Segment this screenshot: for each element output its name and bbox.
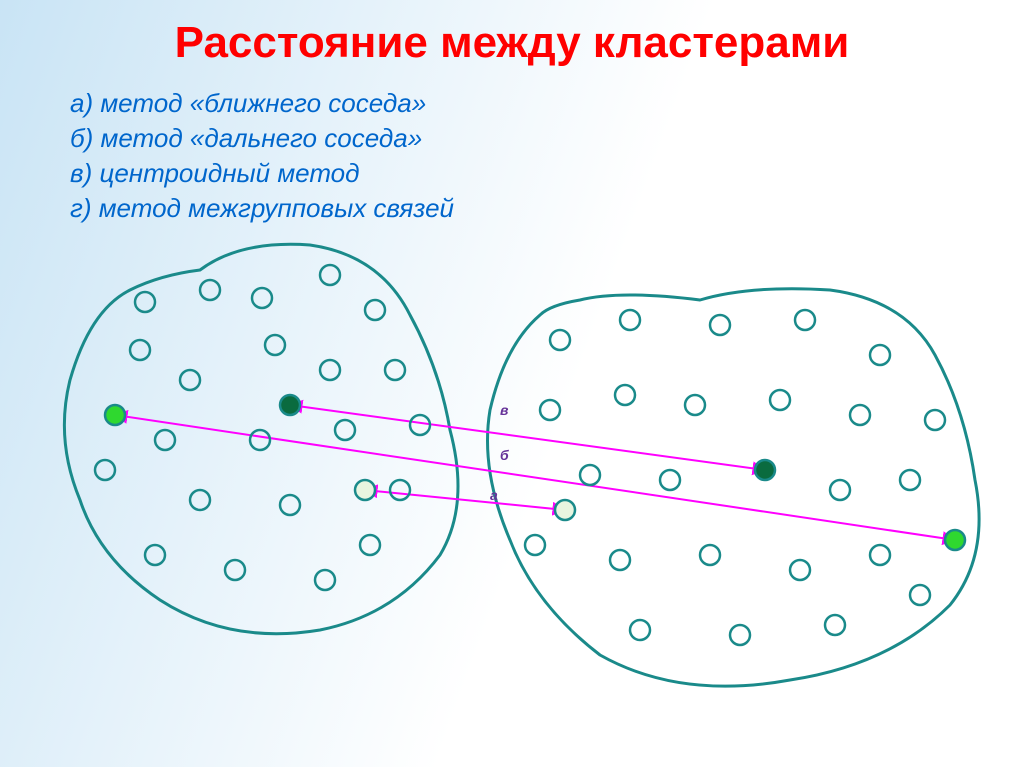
left-marked-point-0	[105, 405, 125, 425]
right-point-14	[900, 470, 920, 490]
right-point-16	[610, 550, 630, 570]
right-point-18	[790, 560, 810, 580]
left-point-1	[200, 280, 220, 300]
right-point-20	[630, 620, 650, 640]
left-marked-point-2	[355, 480, 375, 500]
left-point-10	[410, 415, 430, 435]
right-point-1	[620, 310, 640, 330]
right-point-17	[700, 545, 720, 565]
right-point-8	[770, 390, 790, 410]
right-point-12	[660, 470, 680, 490]
right-point-21	[730, 625, 750, 645]
left-point-16	[280, 495, 300, 515]
left-marked-point-1	[280, 395, 300, 415]
right-point-0	[550, 330, 570, 350]
left-point-18	[145, 545, 165, 565]
right-point-4	[870, 345, 890, 365]
cluster-left-outline	[64, 244, 458, 633]
left-point-2	[252, 288, 272, 308]
left-point-19	[225, 560, 245, 580]
left-point-3	[320, 265, 340, 285]
right-point-5	[540, 400, 560, 420]
right-point-3	[795, 310, 815, 330]
left-point-8	[320, 360, 340, 380]
arrow-label-в: в	[500, 402, 509, 418]
left-point-20	[315, 570, 335, 590]
arrow-label-б: б	[500, 447, 509, 463]
left-point-12	[250, 430, 270, 450]
right-marked-point-2	[945, 530, 965, 550]
right-point-13	[830, 480, 850, 500]
left-point-11	[335, 420, 355, 440]
right-marked-point-1	[755, 460, 775, 480]
right-point-23	[910, 585, 930, 605]
right-point-10	[925, 410, 945, 430]
right-point-7	[685, 395, 705, 415]
right-point-2	[710, 315, 730, 335]
right-point-22	[825, 615, 845, 635]
left-point-21	[360, 535, 380, 555]
right-marked-point-0	[555, 500, 575, 520]
left-point-14	[95, 460, 115, 480]
left-point-13	[155, 430, 175, 450]
right-point-6	[615, 385, 635, 405]
left-point-0	[135, 292, 155, 312]
left-point-9	[385, 360, 405, 380]
right-point-19	[870, 545, 890, 565]
arrow-label-а: а	[490, 487, 498, 503]
left-point-17	[390, 480, 410, 500]
arrow-b	[115, 415, 955, 540]
cluster-diagram: в б а	[0, 0, 1024, 767]
right-point-15	[525, 535, 545, 555]
right-point-9	[850, 405, 870, 425]
left-point-6	[180, 370, 200, 390]
right-point-11	[580, 465, 600, 485]
left-point-4	[365, 300, 385, 320]
left-point-5	[130, 340, 150, 360]
left-point-15	[190, 490, 210, 510]
left-point-7	[265, 335, 285, 355]
